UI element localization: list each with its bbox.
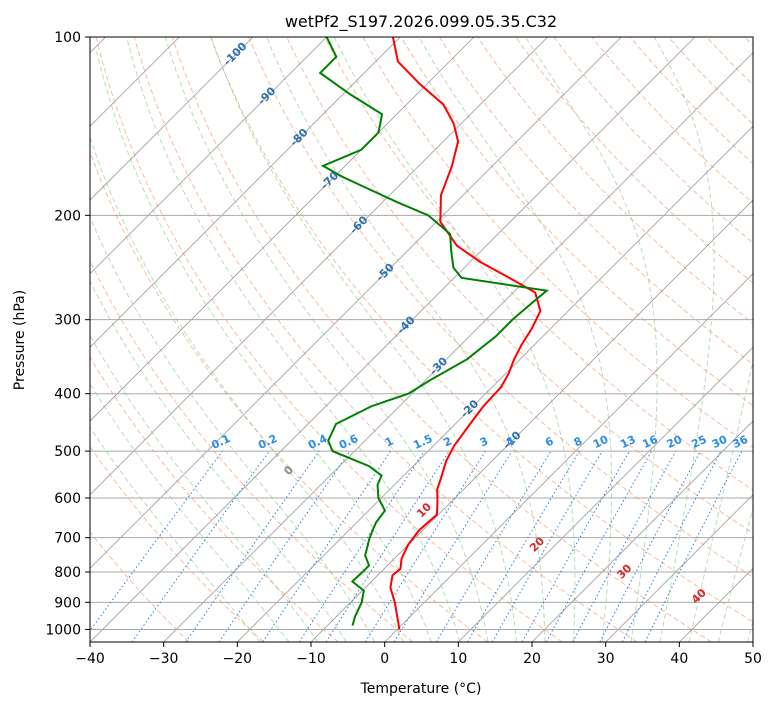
dry-adiabat: [95, 37, 563, 642]
isotherm: [90, 37, 401, 348]
dry-adiabat: [210, 37, 753, 623]
dry-adiabat: [439, 37, 753, 366]
isotherm: [90, 37, 254, 201]
dewpoint-profile: [318, 37, 550, 626]
moist-adiabat: [90, 215, 376, 642]
x-tick-label: 50: [744, 651, 762, 667]
mixing-ratio-line: [298, 450, 425, 642]
temperature-profile: [389, 37, 542, 630]
mixing-ratio-line: [185, 450, 320, 642]
isotherm: [531, 420, 753, 642]
x-axis: −40 −30 −20 −10 0 10 20 30 40 50: [75, 642, 762, 667]
y-tick-label: 200: [54, 208, 81, 224]
x-tick-label: −40: [75, 651, 105, 667]
dry-adiabat: [90, 259, 414, 642]
isotherm: [90, 37, 548, 496]
mixing-ratio-line: [325, 450, 450, 642]
isotherm: [90, 37, 622, 569]
mixing-ratio-line: [393, 450, 513, 642]
plot-area: [90, 37, 753, 642]
mixing-ratio-line: [644, 450, 743, 642]
dry-adiabat: [477, 37, 753, 325]
mixing-ratio-label: 20: [665, 433, 685, 451]
moist-adiabat: [90, 426, 261, 642]
mixing-ratio-line: [218, 450, 351, 642]
x-tick-label: 40: [670, 651, 688, 667]
mixing-ratio-label: 30: [710, 433, 730, 451]
x-axis-label: Temperature (°C): [360, 681, 482, 697]
dry-adiabat: [248, 37, 753, 578]
mixing-ratio-label: 16: [640, 433, 660, 451]
x-tick-label: 20: [523, 651, 541, 667]
moist-adiabat: [164, 37, 489, 642]
dry-adiabat: [171, 37, 712, 642]
dry-adiabat: [90, 531, 190, 642]
moist-adiabat: [90, 135, 404, 642]
dry-adiabat: [553, 37, 753, 244]
x-tick-label: −30: [149, 651, 179, 667]
moist-adiabat: [653, 37, 715, 642]
background-lines: [90, 37, 753, 642]
y-tick-label: 1000: [45, 622, 81, 638]
moist-adiabat: [333, 37, 576, 642]
moist-adiabat: [524, 37, 658, 642]
chart-title: wetPf2_S197.2026.099.05.35.C32: [285, 12, 557, 32]
y-tick-label: 700: [54, 531, 81, 547]
y-axis: 100 200 300 400 500 600 700 800 900 1000: [45, 30, 90, 638]
moist-adiabat: [90, 279, 347, 642]
dry-adiabat: [286, 37, 753, 534]
dry-adiabat: [133, 37, 638, 642]
y-tick-label: 400: [54, 387, 81, 403]
x-tick-label: −10: [296, 651, 326, 667]
isotherm: [90, 37, 696, 642]
moist-adiabat: [210, 37, 517, 642]
moist-adiabat: [418, 37, 613, 642]
x-tick-label: 30: [597, 651, 615, 667]
isotherm: [384, 273, 753, 642]
y-tick-label: 100: [54, 30, 81, 46]
moist-adiabat: [717, 506, 753, 642]
mixing-ratio-line: [521, 450, 630, 642]
mixing-ratio-label: 13: [618, 433, 637, 451]
moist-adiabat: [266, 37, 546, 642]
y-tick-label: 600: [54, 491, 81, 507]
mixing-ratio-line: [262, 450, 392, 642]
plot-frame: [89, 36, 754, 643]
isotherm: [752, 641, 753, 642]
dry-adiabat: [591, 37, 753, 204]
y-tick-label: 300: [54, 313, 81, 329]
x-tick-label: 10: [449, 651, 467, 667]
mixing-ratio-line: [90, 450, 223, 632]
y-tick-label: 900: [54, 595, 81, 611]
mixing-ratio-line: [131, 450, 270, 642]
dry-adiabat: [324, 37, 753, 491]
profile-lines: [318, 37, 550, 630]
moist-adiabat: [95, 49, 432, 642]
x-tick-label: 0: [380, 651, 389, 667]
isotherm: [163, 52, 753, 642]
isotherm: [237, 125, 753, 642]
isotherm: [458, 346, 753, 642]
isotherm: [90, 37, 327, 275]
mixing-ratio-line: [545, 450, 653, 642]
moist-adiabat: [126, 37, 461, 642]
dry-adiabat: [400, 37, 753, 407]
x-tick-label: −20: [223, 651, 253, 667]
y-axis-label: Pressure (hPa): [12, 290, 28, 390]
dry-adiabat: [90, 356, 339, 642]
mixing-ratio-label: 10: [591, 433, 611, 451]
dry-adiabat: [90, 150, 488, 642]
y-tick-label: 800: [54, 565, 81, 581]
isotherm: [605, 494, 753, 642]
mixing-ratio-label: 25: [689, 433, 708, 451]
moist-adiabat: [688, 358, 753, 642]
mixing-ratio-line: [572, 450, 677, 642]
mixing-ratio-label: 36: [731, 433, 751, 451]
y-tick-label: 500: [54, 444, 81, 460]
